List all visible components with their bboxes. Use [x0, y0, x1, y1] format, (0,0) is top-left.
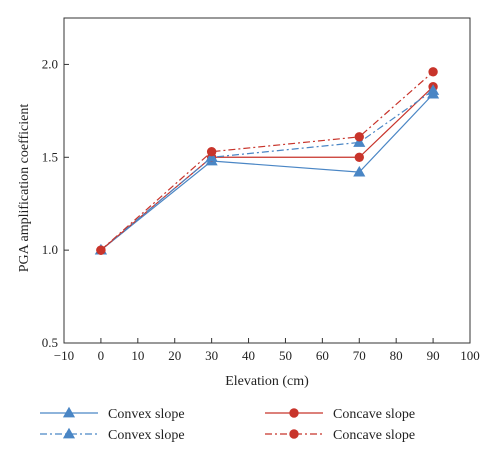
legend-item: Convex slope — [40, 427, 185, 443]
y-axis: 0.5 1.0 1.5 2.0 — [42, 56, 69, 350]
x-tick-label: 10 — [131, 348, 144, 363]
x-axis-label: Elevation (cm) — [225, 374, 309, 389]
legend-label: Convex slope — [108, 428, 185, 443]
legend-item: Convex slope — [40, 406, 185, 422]
x-tick-label: 60 — [316, 348, 329, 363]
data-point — [354, 152, 364, 162]
x-tick-label: 90 — [427, 348, 440, 363]
y-tick-label: 2.0 — [42, 56, 58, 71]
x-tick-label: 100 — [460, 348, 480, 363]
data-point — [428, 67, 438, 77]
x-tick-label: 0 — [98, 348, 105, 363]
data-point — [354, 132, 364, 142]
legend-item: Concave slope — [265, 407, 415, 422]
legend-marker — [62, 427, 76, 439]
data-point — [427, 84, 440, 95]
legend-item: Concave slope — [265, 428, 415, 443]
legend-marker — [289, 429, 299, 439]
x-tick-label: 80 — [390, 348, 403, 363]
legend-marker — [62, 406, 76, 418]
legend-label: Concave slope — [333, 407, 415, 422]
y-tick-label: 1.5 — [42, 149, 58, 164]
data-point — [96, 245, 106, 255]
y-tick-label: 0.5 — [42, 335, 58, 350]
x-tick-label: −10 — [54, 348, 74, 363]
legend-label: Convex slope — [108, 407, 185, 422]
x-axis: −10 0 10 20 30 40 50 60 70 80 90 100 — [54, 338, 480, 363]
legend: Convex slope Concave slope Convex slope Con… — [40, 406, 415, 443]
x-tick-label: 70 — [353, 348, 366, 363]
series-line — [100, 86, 434, 251]
data-point — [353, 165, 366, 177]
x-tick-label: 20 — [168, 348, 181, 363]
x-tick-label: 40 — [242, 348, 255, 363]
series-4 — [96, 67, 438, 255]
x-tick-label: 30 — [205, 348, 218, 363]
x-tick-label: 50 — [279, 348, 292, 363]
legend-label: Concave slope — [333, 428, 415, 443]
y-tick-label: 1.0 — [42, 242, 58, 257]
data-point — [353, 136, 366, 147]
data-point — [205, 151, 218, 162]
plot-frame — [63, 17, 471, 344]
plot-area — [63, 17, 471, 344]
series-line — [100, 71, 434, 251]
series-layer — [94, 67, 440, 255]
y-axis-label: PGA amplification coefficient — [17, 104, 32, 273]
legend-marker — [289, 408, 299, 418]
data-point — [206, 147, 217, 157]
series-line — [100, 93, 434, 251]
